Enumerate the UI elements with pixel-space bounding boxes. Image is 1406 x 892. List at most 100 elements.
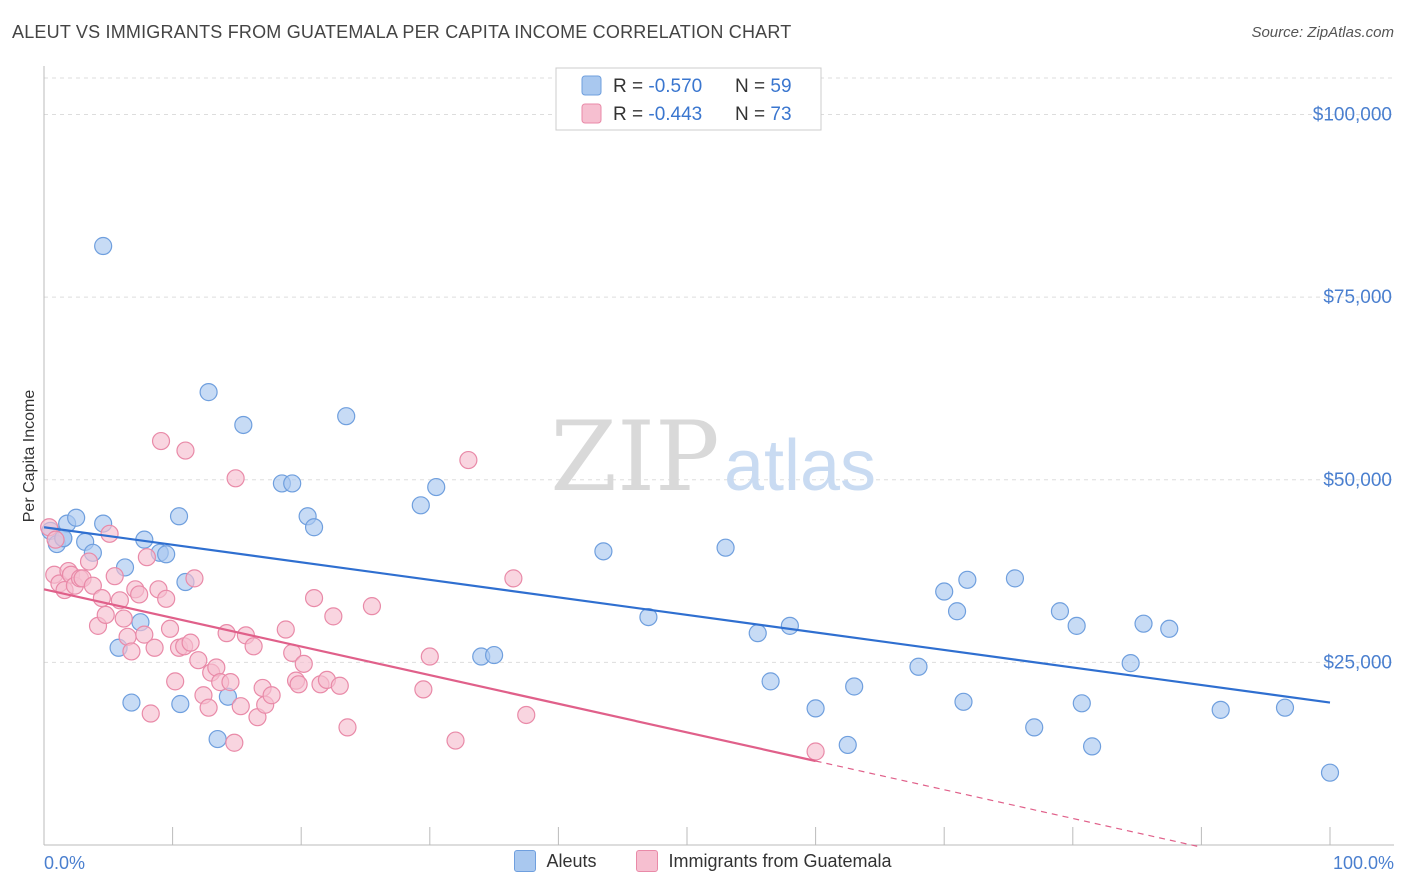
aleut-point [1067,616,1086,635]
aleut-point [171,694,190,714]
guatemala-point [151,431,171,451]
guatemala-point [189,651,208,670]
trend-layer [43,526,1331,848]
guatemala-point [137,548,156,567]
aleut-point [411,496,430,515]
source-label: Source: ZipAtlas.com [1251,24,1394,41]
guatemala-point [199,698,218,717]
guatemala-point [338,718,357,737]
guatemala-point [135,625,154,644]
guatemala-point [294,654,313,673]
aleut-point [67,508,86,527]
y-tick-label: $25,000 [1323,652,1392,673]
aleut-point [909,657,928,676]
legend-item-guatemala: Immigrants from Guatemala [636,850,892,872]
guatemala-point [414,680,433,699]
aleut-point [1005,569,1025,588]
legend-r-value-2: -0.443 [648,104,702,125]
guatemala-point [459,450,478,470]
legend-label-aleuts: Aleuts [546,850,597,871]
aleut-point [122,693,141,712]
aleut-point [1160,619,1179,638]
y-tick-label: $50,000 [1323,470,1392,491]
watermark-zip: ZIP [550,401,719,513]
aleut-point [208,729,227,749]
axes-layer: $25,000 $50,000 $75,000 $100,000 0.0% 100.0% [43,66,1394,873]
guatemala-point [244,637,263,656]
aleut-point [1082,737,1102,756]
guatemala-point [806,742,825,761]
x-tick-label: 0.0% [44,853,85,873]
legend-swatch-guatemala-bottom [636,850,659,872]
aleut-point [304,518,324,537]
guatemala-point [79,552,99,571]
watermark-atlas: atlas [724,426,876,506]
guatemala-point [46,530,65,549]
aleut-point [283,474,302,493]
guatemala-trend-extension [815,760,1202,848]
guatemala-point [225,733,244,752]
guatemala-point [262,686,281,705]
aleut-point [1072,694,1091,713]
bottom-legend: Aleuts Immigrants from Guatemala [0,850,1406,872]
legend-n-value-1: 59 [770,76,791,97]
legend-box: R = -0.570 N = 59 R = -0.443 N = 73 [555,67,822,131]
guatemala-point [105,567,124,586]
aleut-point [1275,698,1295,717]
legend-label-guatemala: Immigrants from Guatemala [668,850,892,871]
aleut-point [594,542,613,561]
guatemala-point [446,731,465,750]
guatemala-point [276,620,295,639]
aleut-point [427,477,446,497]
aleut-point [761,672,780,691]
aleut-point [748,624,767,643]
legend-n-value-2: 73 [770,104,791,125]
aleut-point [234,415,253,435]
aleut-point [1134,614,1153,633]
aleut-point [1121,654,1140,673]
guatemala-point [122,642,141,661]
y-tick-label: $75,000 [1323,287,1392,308]
aleut-point [838,735,857,755]
grid-layer [44,77,1394,663]
aleut-point [1211,700,1230,719]
aleut-point [947,602,967,621]
legend-r-label-2: R = [613,104,648,125]
guatemala-point [362,597,382,616]
aleut-point [806,699,825,718]
legend-r-label-1: R = [613,76,648,97]
chart-title: ALEUT VS IMMIGRANTS FROM GUATEMALA PER C… [12,22,792,42]
legend-n-label-1: N = [735,76,770,97]
aleut-point [337,407,356,426]
guatemala-point [226,469,245,488]
guatemala-point [160,619,180,638]
aleut-point [716,538,735,557]
guatemala-point [217,624,236,643]
guatemala-point [185,569,204,588]
aleut-point [169,507,189,526]
legend-r-value-1: -0.570 [648,76,702,97]
aleut-point [958,570,977,589]
aleut-point [1050,602,1070,621]
guatemala-point [324,607,343,626]
guatemala-point [96,605,115,625]
guatemala-point [181,633,200,652]
guatemala-point [176,441,195,460]
guatemala-point [330,676,349,695]
aleut-point [935,582,954,601]
guatemala-point [141,704,160,723]
legend-swatch-aleuts [581,75,602,96]
guatemala-trend-line [43,588,816,763]
guatemala-point [504,569,523,588]
guatemala-point [517,705,536,725]
x-tick-label: 100.0% [1333,853,1394,873]
aleut-trend-line [43,526,1331,704]
aleut-point [954,692,973,711]
guatemala-point [231,697,250,716]
legend-swatch-aleuts-bottom [514,850,537,872]
guatemala-point [100,524,119,543]
guatemala-point [83,576,102,595]
